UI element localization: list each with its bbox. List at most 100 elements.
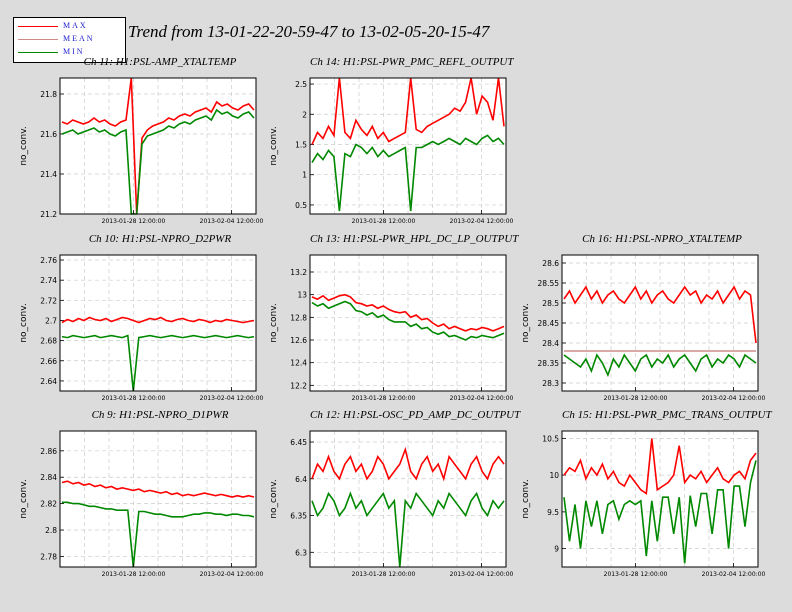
chart-title: Ch 13: H1:PSL-PWR_HPL_DC_LP_OUTPUT [310,233,519,245]
plot-frame [59,77,257,215]
legend-swatch-max [18,26,58,27]
y-axis-label: no_conv. [19,479,29,518]
chart-panel-ch9: Ch 9: H1:PSL-NPRO_D1PWR 2.78 2.8 2.82 2.84 2… [19,409,264,584]
series-line-min [61,334,255,392]
series-line-max [311,446,505,482]
y-tick-label: 2.84 [40,473,57,482]
chart-title: Ch 14: H1:PSL-PWR_PMC_REFL_OUTPUT [310,56,514,68]
y-tick-label: 2.82 [40,500,57,509]
x-tick-label: 2013-01-28 12:00:00 [102,571,166,578]
y-tick-label: 28.55 [538,279,560,288]
legend-label-max: MAX [63,21,88,30]
x-tick-label: 2013-02-04 12:00:00 [450,218,514,225]
y-tick-label: 6.45 [290,438,307,447]
y-tick-label: 28.4 [542,339,559,348]
y-tick-label: 6.3 [295,548,307,557]
x-tick-label: 2013-01-28 12:00:00 [352,218,416,225]
legend-label-min: MIN [63,47,85,56]
plot-frame [561,254,759,392]
chart-ch12: 6.3 6.35 6.4 6.45 2013-01-28 12:00:00 2013-02… [269,430,514,578]
y-tick-label: 21.8 [40,90,57,99]
y-tick-label: 2.5 [295,80,307,89]
y-tick-label: 2.64 [40,377,57,386]
y-tick-label: 2.8 [45,526,57,535]
y-tick-label: 13.2 [290,268,307,277]
series-line-min [311,300,505,341]
series-line-min [563,460,757,564]
chart-title: Ch 10: H1:PSL-NPRO_D2PWR [88,233,232,245]
y-tick-label: 28.3 [542,379,559,388]
chart-title: Ch 9: H1:PSL-NPRO_D1PWR [91,409,229,421]
legend-swatch-mean [18,39,58,40]
series-line-min [311,491,505,568]
y-tick-label: 10 [549,471,559,480]
plot-frame [59,254,257,392]
x-tick-label: 2013-01-28 12:00:00 [102,218,166,225]
y-tick-label: 0.5 [295,201,307,210]
series-line-max [61,316,255,324]
plot-frame [309,430,507,568]
series-line-max [311,293,505,332]
y-tick-label: 2.68 [40,337,57,346]
y-axis-label: no_conv. [269,479,279,518]
chart-panel-ch15: Ch 15: H1:PSL-PWR_PMC_TRANS_OUTPUT 9 9.5 1… [521,409,772,584]
chart-panel-ch11: Ch 11: H1:PSL-AMP_XTALTEMP 21.2 21.4 21.6 2… [19,56,264,231]
y-tick-label: 2 [302,110,307,119]
x-tick-label: 2013-02-04 12:00:00 [200,395,264,402]
chart-title: Ch 16: H1:PSL-NPRO_XTALTEMP [582,233,742,245]
y-tick-label: 6.4 [295,475,307,484]
x-tick-label: 2013-02-04 12:00:00 [200,218,264,225]
y-tick-label: 28.5 [542,299,559,308]
y-tick-label: 1.5 [295,140,307,149]
x-tick-label: 2013-02-04 12:00:00 [200,571,264,578]
page-title: Trend from 13-01-22-20-59-47 to 13-02-05… [128,22,490,41]
y-tick-label: 21.4 [40,170,57,179]
y-tick-label: 12.2 [290,381,307,390]
chart-ch10: 2.64 2.66 2.68 2.7 2.72 2.74 2.76 2013-01-28 12… [19,254,264,402]
series-line-max [563,438,757,495]
x-tick-label: 2013-02-04 12:00:00 [450,571,514,578]
legend-item-min: MIN [18,47,123,58]
chart-ch14: 0.5 1 1.5 2 2.5 2013-01-28 12:00:00 2013-02-04… [269,77,514,225]
y-tick-label: 12.4 [290,359,307,368]
y-axis-label: no_conv. [19,126,29,165]
plot-frame [59,430,257,568]
y-axis-label: no_conv. [269,126,279,165]
series-line-max [563,285,757,344]
y-tick-label: 2.72 [40,296,57,305]
y-tick-label: 2.66 [40,357,57,366]
y-axis-label: no_conv. [269,303,279,342]
y-axis-label: no_conv. [19,303,29,342]
x-tick-label: 2013-02-04 12:00:00 [702,571,766,578]
x-tick-label: 2013-01-28 12:00:00 [604,395,668,402]
x-tick-label: 2013-01-28 12:00:00 [352,395,416,402]
y-tick-label: 1 [302,171,307,180]
y-tick-label: 2.7 [45,316,57,325]
y-axis-label: no_conv. [521,479,531,518]
x-tick-label: 2013-01-28 12:00:00 [604,571,668,578]
series-line-max [311,77,505,145]
plot-frame [561,430,759,568]
chart-panel-ch16: Ch 16: H1:PSL-NPRO_XTALTEMP 28.3 28.35 28.… [521,233,766,408]
chart-title: Ch 11: H1:PSL-AMP_XTALTEMP [83,56,237,68]
chart-ch16: 28.3 28.35 28.4 28.45 28.5 28.55 28.6 2013-01-2… [521,254,766,402]
y-tick-label: 28.6 [542,259,559,268]
series-line-min [563,353,757,378]
y-tick-label: 2.86 [40,447,57,456]
y-tick-label: 2.76 [40,256,57,265]
y-tick-label: 28.35 [538,359,560,368]
plot-frame [309,77,507,215]
chart-ch13: 12.2 12.4 12.6 12.8 13 13.2 2013-01-28 12:00:0… [269,254,514,402]
chart-title: Ch 12: H1:PSL-OSC_PD_AMP_DC_OUTPUT [310,409,521,421]
y-tick-label: 9 [554,545,559,554]
chart-ch15: 9 9.5 10 10.5 2013-01-28 12:00:00 2013-02-04 … [521,430,766,578]
chart-title: Ch 15: H1:PSL-PWR_PMC_TRANS_OUTPUT [562,409,772,421]
series-line-max [61,480,255,498]
legend-item-mean: MEAN [18,34,123,45]
chart-ch9: 2.78 2.8 2.82 2.84 2.86 2013-01-28 12:00:00 20… [19,430,264,578]
chart-panel-ch10: Ch 10: H1:PSL-NPRO_D2PWR 2.64 2.66 2.68 2.7… [19,233,264,408]
y-tick-label: 6.35 [290,512,307,521]
x-tick-label: 2013-01-28 12:00:00 [352,571,416,578]
y-tick-label: 10.5 [542,434,559,443]
plot-frame [309,254,507,392]
